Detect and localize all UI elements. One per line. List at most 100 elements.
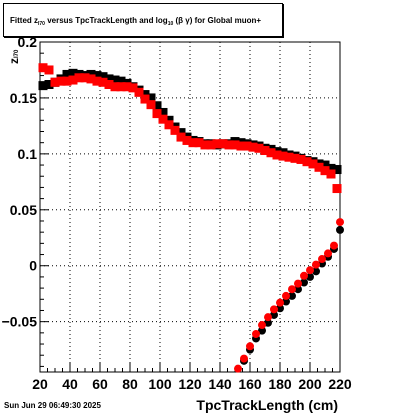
data-point-square [146, 100, 156, 110]
title-prefix: Fitted [10, 16, 32, 25]
data-point-square [56, 76, 66, 86]
data-point-square [194, 138, 204, 148]
x-axis-title: TpcTrackLength (cm) [196, 397, 338, 413]
x-tick-label: 220 [328, 376, 352, 392]
y-tick-label: 0.15 [10, 90, 37, 106]
data-point-square [158, 107, 168, 117]
data-point-square [302, 157, 312, 167]
data-point-circle [276, 298, 284, 307]
chart-title: Fitted zI70 versus TpcTrackLength and lo… [10, 16, 262, 27]
data-point-circle [318, 255, 326, 264]
timestamp: Sun Jun 29 06:49:30 2025 [4, 401, 101, 410]
data-point-square [206, 140, 216, 150]
y-title-main: z [7, 58, 21, 64]
title-box: Fitted zI70 versus TpcTrackLength and lo… [3, 3, 283, 37]
data-point-square [80, 73, 90, 83]
data-point-square [200, 140, 210, 150]
data-point-circle [336, 218, 344, 227]
data-point-square [218, 139, 228, 149]
x-tick-label: 160 [238, 376, 262, 392]
data-point-square [254, 143, 264, 153]
data-point-circle [294, 279, 302, 288]
data-point-square [86, 74, 96, 84]
data-point-square [110, 75, 120, 85]
data-point-square [104, 74, 114, 84]
data-point-square [110, 82, 120, 92]
title-mid: versus TpcTrackLength and log [47, 16, 168, 25]
title-z-sub: I70 [38, 21, 45, 27]
data-point-square [116, 82, 126, 92]
data-point-square [332, 165, 342, 175]
data-point-circle [282, 291, 290, 300]
data-point-circle [264, 313, 272, 322]
x-tick-label: 140 [208, 376, 232, 392]
data-point-square [314, 162, 324, 172]
data-point-circle [246, 342, 254, 351]
data-point-square [278, 151, 288, 161]
y-title-sub: I70 [14, 49, 20, 58]
data-point-square [182, 135, 192, 145]
data-point-square [158, 114, 168, 124]
x-tick-label: 100 [148, 376, 172, 392]
data-point-square [92, 76, 102, 86]
data-point-square [320, 166, 330, 176]
data-point-circle [270, 310, 278, 319]
data-point-square [98, 77, 108, 87]
data-point-circle [324, 249, 332, 258]
tick-labels: 20 40 60 80 100 120 140 160 180 200 220 −0.05 0 0.05 0… [2, 34, 352, 392]
data-point-circle [300, 278, 308, 287]
data-point-circle [306, 272, 314, 281]
data-point-square [62, 69, 72, 79]
data-point-square [38, 63, 48, 73]
data-point-circle [240, 354, 248, 363]
title-log-sub: 10 [167, 21, 174, 27]
x-tick-label: 120 [178, 376, 202, 392]
data-point-square [224, 140, 234, 150]
title-beta-gamma: (β γ) [175, 16, 193, 25]
data-point-square [326, 163, 336, 173]
data-point-square [260, 146, 270, 156]
data-point-circle [258, 321, 266, 330]
data-point-square [44, 80, 54, 90]
data-markers [38, 63, 344, 373]
data-point-square [188, 138, 198, 148]
data-point-square [230, 140, 240, 150]
y-tick-label: 0.05 [10, 202, 37, 218]
data-point-square [236, 141, 246, 151]
data-point-circle [258, 326, 266, 335]
data-point-circle [276, 304, 284, 313]
data-point-square [140, 94, 150, 104]
data-point-circle [336, 225, 344, 234]
x-tick-label: 200 [298, 376, 322, 392]
data-point-square [98, 72, 108, 82]
data-point-square [176, 132, 186, 142]
data-point-circle [294, 285, 302, 294]
data-point-square [134, 87, 144, 97]
data-point-square [332, 184, 342, 194]
data-point-square [242, 141, 252, 151]
data-point-square [68, 68, 78, 78]
data-point-circle [234, 364, 242, 373]
data-point-square [290, 153, 300, 163]
data-point-square [212, 139, 222, 149]
data-point-square [170, 125, 180, 135]
data-point-square [296, 154, 306, 164]
data-point-circle [282, 297, 290, 306]
x-tick-label: 80 [122, 376, 138, 392]
y-tick-label: 0 [29, 258, 37, 274]
data-point-square [326, 169, 336, 179]
data-point-circle [330, 241, 338, 250]
data-point-square [38, 81, 48, 91]
data-point-square [272, 150, 282, 160]
data-point-square [62, 76, 72, 86]
data-point-square [50, 77, 60, 87]
y-tick-label: 0.2 [18, 34, 38, 50]
data-point-square [74, 73, 84, 83]
data-point-circle [264, 318, 272, 327]
title-suffix: for Global muon+ [194, 16, 262, 25]
data-point-square [266, 148, 276, 158]
y-tick-label: 0.1 [18, 146, 38, 162]
data-point-circle [252, 329, 260, 338]
x-tick-label: 60 [92, 376, 108, 392]
